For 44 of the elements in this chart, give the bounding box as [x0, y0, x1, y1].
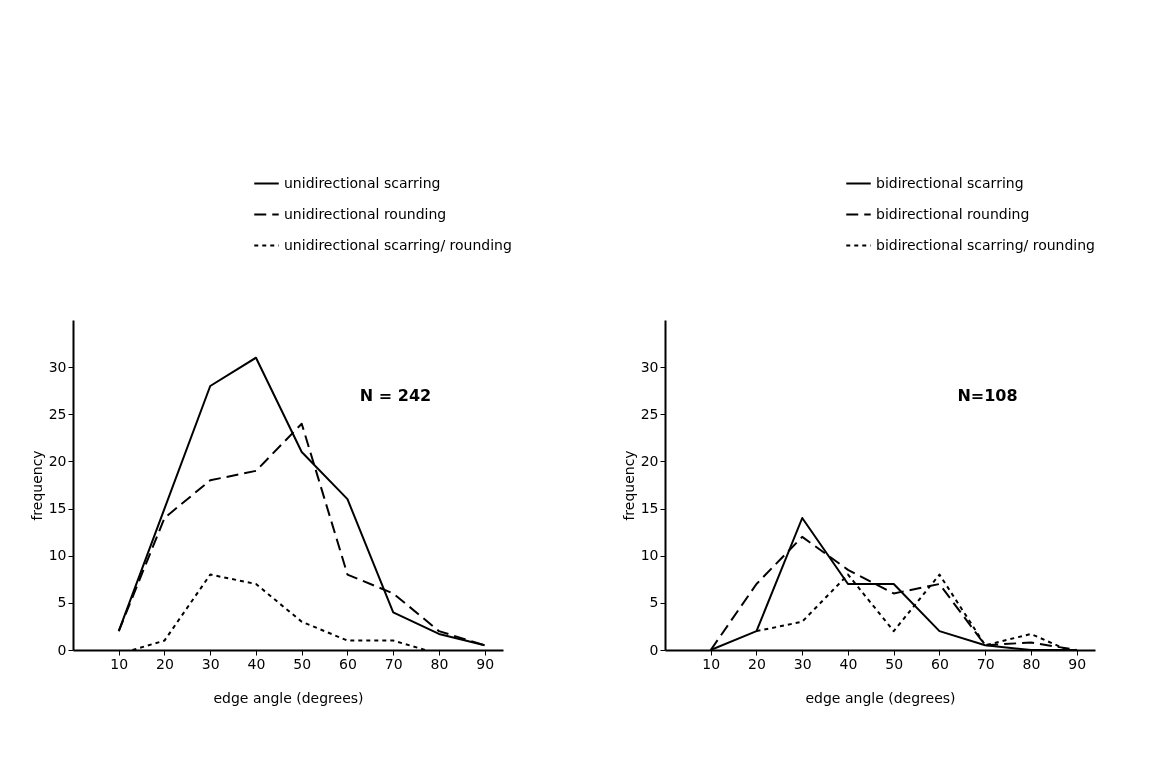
x-tick-label: 90 — [1068, 655, 1087, 672]
y-tick-label: 30 — [48, 358, 67, 375]
x-tick-label: 60 — [339, 655, 357, 672]
x-tick-label: 10 — [702, 655, 721, 672]
y-tick-label: 25 — [48, 405, 67, 422]
y-tick-label: 20 — [48, 452, 67, 469]
legend-label: unidirectional rounding — [284, 205, 447, 222]
x-axis-title: edge angle (degrees) — [213, 689, 364, 706]
y-tick-label: 0 — [649, 641, 659, 658]
y-tick-label: 5 — [57, 594, 67, 611]
x-tick-label: 30 — [201, 655, 220, 672]
legend-label: bidirectional scarring — [876, 174, 1024, 191]
y-tick-label: 25 — [640, 405, 659, 422]
x-tick-label: 90 — [476, 655, 495, 672]
x-tick-label: 50 — [293, 655, 312, 672]
x-tick-label: 30 — [793, 655, 812, 672]
x-tick-label: 80 — [430, 655, 449, 672]
y-tick-label: 20 — [640, 452, 659, 469]
y-tick-label: 15 — [640, 500, 659, 517]
x-tick-label: 70 — [384, 655, 403, 672]
y-axis-title: frequency — [28, 450, 45, 521]
x-tick-label: 20 — [748, 655, 766, 672]
y-axis-title: frequency — [620, 450, 637, 521]
legend-label: unidirectional scarring/ rounding — [284, 236, 512, 253]
x-tick-label: 50 — [885, 655, 904, 672]
legend-label: unidirectional scarring — [284, 174, 441, 191]
x-axis-title: edge angle (degrees) — [805, 689, 956, 706]
y-tick-label: 10 — [48, 547, 67, 564]
x-tick-label: 80 — [1022, 655, 1041, 672]
x-tick-label: 60 — [931, 655, 949, 672]
x-tick-label: 40 — [839, 655, 858, 672]
y-tick-label: 15 — [48, 500, 67, 517]
y-tick-label: 30 — [640, 358, 659, 375]
y-tick-label: 0 — [57, 641, 67, 658]
x-tick-label: 70 — [976, 655, 995, 672]
x-tick-label: 40 — [247, 655, 266, 672]
y-tick-label: 10 — [640, 547, 659, 564]
legend-label: bidirectional scarring/ rounding — [876, 236, 1095, 253]
x-tick-label: 10 — [110, 655, 129, 672]
x-tick-label: 20 — [156, 655, 174, 672]
annotation: N=108 — [957, 385, 1018, 405]
y-tick-label: 5 — [649, 594, 659, 611]
legend-label: bidirectional rounding — [876, 205, 1030, 222]
annotation: N = 242 — [359, 385, 432, 405]
